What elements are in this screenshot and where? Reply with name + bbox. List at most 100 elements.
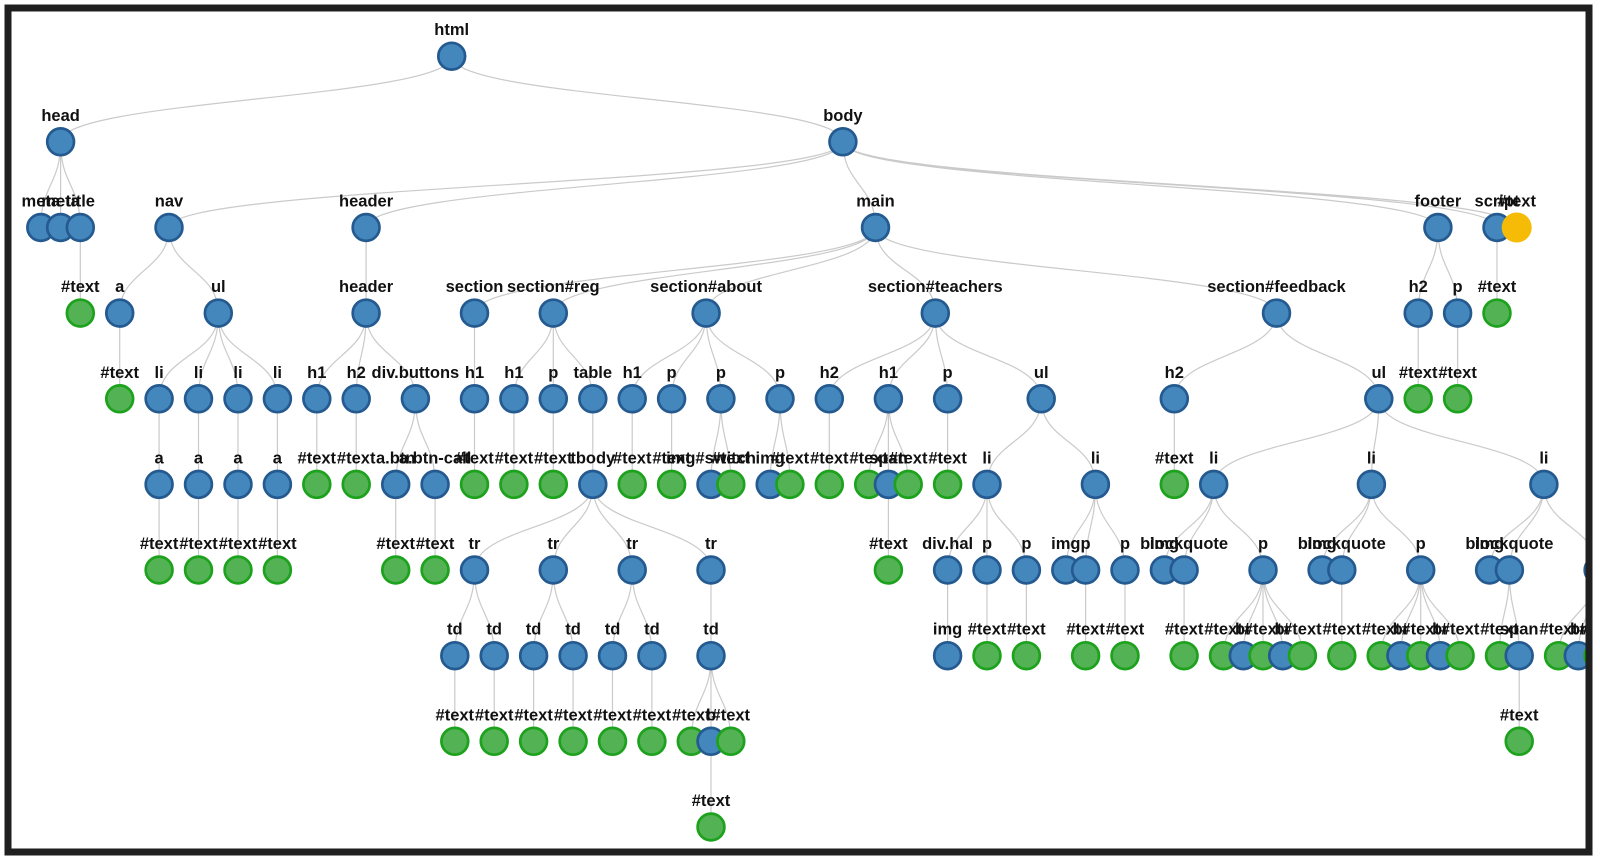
svg-text:br: br bbox=[1570, 621, 1587, 639]
svg-text:h1: h1 bbox=[307, 364, 326, 382]
svg-text:a.btn: a.btn bbox=[376, 449, 415, 467]
svg-text:li: li bbox=[233, 364, 242, 382]
svg-text:#text: #text bbox=[1539, 621, 1578, 639]
svg-text:td: td bbox=[565, 621, 581, 639]
svg-text:p: p bbox=[667, 364, 677, 382]
svg-text:blockquote: blockquote bbox=[1140, 535, 1228, 553]
svg-text:img: img bbox=[756, 449, 785, 467]
svg-text:#text: #text bbox=[1244, 621, 1283, 639]
svg-text:a: a bbox=[155, 449, 165, 467]
svg-text:li: li bbox=[155, 364, 164, 382]
svg-text:td: td bbox=[447, 621, 463, 639]
svg-text:#text: #text bbox=[258, 535, 297, 553]
svg-text:header: header bbox=[339, 278, 394, 296]
svg-text:p: p bbox=[943, 364, 953, 382]
svg-text:blockquote: blockquote bbox=[1298, 535, 1386, 553]
svg-text:#text: #text bbox=[928, 449, 967, 467]
svg-text:blockquote: blockquote bbox=[1465, 535, 1553, 553]
svg-text:img: img bbox=[933, 621, 962, 639]
svg-text:li: li bbox=[273, 364, 282, 382]
svg-text:#text: #text bbox=[593, 706, 632, 724]
svg-text:#text: #text bbox=[1204, 621, 1243, 639]
svg-text:#text: #text bbox=[1165, 621, 1204, 639]
svg-text:a: a bbox=[233, 449, 243, 467]
svg-text:title: title bbox=[66, 193, 95, 211]
svg-text:ul: ul bbox=[211, 278, 226, 296]
svg-text:br: br bbox=[1432, 621, 1449, 639]
svg-text:div.hal: div.hal bbox=[922, 535, 973, 553]
svg-text:#text: #text bbox=[514, 706, 553, 724]
svg-text:#text: #text bbox=[1362, 621, 1401, 639]
svg-text:head: head bbox=[41, 107, 80, 125]
svg-text:#text: #text bbox=[1480, 621, 1519, 639]
svg-text:li: li bbox=[1367, 449, 1376, 467]
svg-text:#text: #text bbox=[810, 449, 849, 467]
svg-text:tr: tr bbox=[705, 535, 717, 553]
svg-text:img: img bbox=[1475, 535, 1504, 553]
svg-text:a: a bbox=[115, 278, 125, 296]
svg-text:#text: #text bbox=[613, 449, 652, 467]
svg-text:#text: #text bbox=[672, 706, 711, 724]
svg-text:p: p bbox=[548, 364, 558, 382]
svg-text:section: section bbox=[446, 278, 504, 296]
svg-text:main: main bbox=[856, 193, 895, 211]
svg-text:#text: #text bbox=[1497, 193, 1536, 211]
svg-text:h2: h2 bbox=[347, 364, 366, 382]
svg-text:img: img bbox=[1307, 535, 1336, 553]
svg-text:#text: #text bbox=[1323, 621, 1362, 639]
svg-text:#text: #text bbox=[633, 706, 672, 724]
svg-text:tbody: tbody bbox=[570, 449, 616, 467]
svg-text:#text: #text bbox=[1500, 706, 1539, 724]
svg-text:li: li bbox=[1091, 449, 1100, 467]
svg-text:a: a bbox=[194, 449, 204, 467]
svg-text:ul: ul bbox=[1034, 364, 1049, 382]
svg-text:#text: #text bbox=[712, 706, 751, 724]
svg-text:html: html bbox=[434, 21, 469, 39]
svg-text:header: header bbox=[339, 193, 394, 211]
svg-text:span: span bbox=[869, 449, 908, 467]
svg-text:p: p bbox=[1120, 535, 1130, 553]
svg-text:#text: #text bbox=[1155, 449, 1194, 467]
svg-text:#text: #text bbox=[1283, 621, 1322, 639]
svg-text:img: img bbox=[1051, 535, 1080, 553]
svg-text:#text: #text bbox=[1106, 621, 1145, 639]
svg-text:p: p bbox=[1453, 278, 1463, 296]
svg-text:p: p bbox=[775, 364, 785, 382]
svg-text:h1: h1 bbox=[879, 364, 898, 382]
svg-text:section#about: section#about bbox=[650, 278, 762, 296]
svg-text:a: a bbox=[273, 449, 283, 467]
svg-text:#text: #text bbox=[534, 449, 573, 467]
svg-text:li: li bbox=[194, 364, 203, 382]
svg-text:#text: #text bbox=[179, 535, 218, 553]
svg-text:nav: nav bbox=[155, 193, 184, 211]
svg-text:#text: #text bbox=[1007, 621, 1046, 639]
svg-text:tr: tr bbox=[626, 535, 638, 553]
svg-text:footer: footer bbox=[1415, 193, 1462, 211]
svg-text:b: b bbox=[706, 706, 716, 724]
svg-text:#text: #text bbox=[652, 449, 691, 467]
svg-text:br: br bbox=[1274, 621, 1291, 639]
svg-text:script: script bbox=[1475, 193, 1520, 211]
svg-text:tr: tr bbox=[469, 535, 481, 553]
svg-text:#text: #text bbox=[436, 706, 475, 724]
svg-text:#text: #text bbox=[337, 449, 376, 467]
svg-text:h1: h1 bbox=[623, 364, 642, 382]
svg-text:#text: #text bbox=[416, 535, 455, 553]
svg-text:h2: h2 bbox=[820, 364, 839, 382]
svg-text:img#switch: img#switch bbox=[666, 449, 756, 467]
svg-text:ul: ul bbox=[1371, 364, 1386, 382]
svg-text:#text: #text bbox=[1438, 364, 1477, 382]
svg-text:#text: #text bbox=[100, 364, 139, 382]
svg-text:#text: #text bbox=[712, 449, 751, 467]
svg-text:td: td bbox=[526, 621, 542, 639]
svg-text:a.btn-call: a.btn-call bbox=[399, 449, 471, 467]
svg-text:li: li bbox=[1539, 449, 1548, 467]
svg-text:#text: #text bbox=[376, 535, 415, 553]
svg-text:tr: tr bbox=[547, 535, 559, 553]
svg-text:p: p bbox=[982, 535, 992, 553]
svg-text:br: br bbox=[1393, 621, 1410, 639]
svg-text:#text: #text bbox=[455, 449, 494, 467]
svg-text:p: p bbox=[1416, 535, 1426, 553]
svg-text:body: body bbox=[823, 107, 863, 125]
svg-text:#text: #text bbox=[475, 706, 514, 724]
